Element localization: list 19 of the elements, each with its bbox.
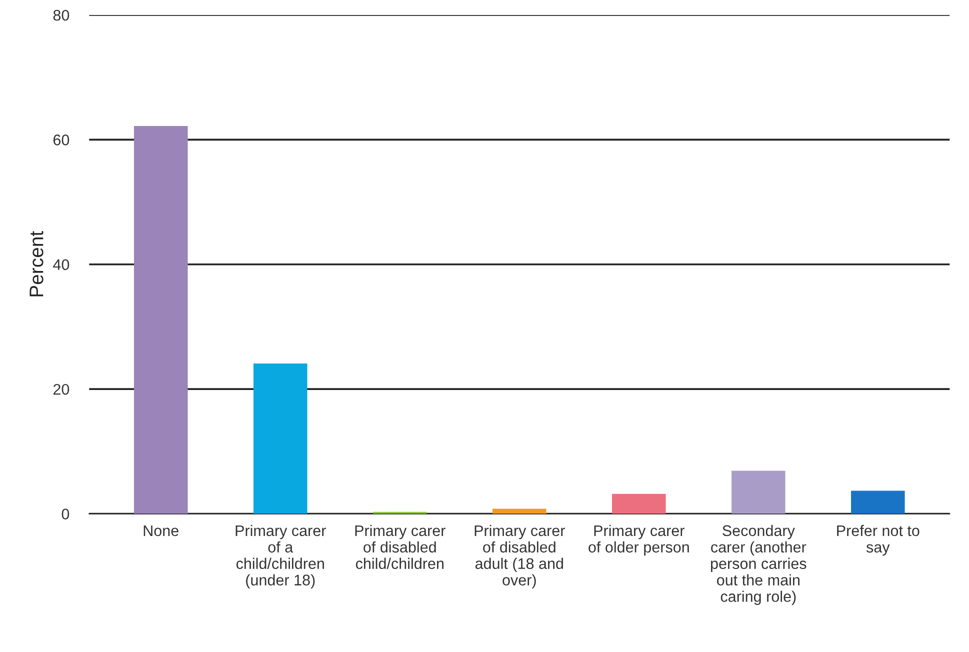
y-tick-label: 20 (53, 384, 70, 395)
x-tick-label: Primary carer of a child/children (under 18) (236, 524, 326, 588)
y-tick-label: 80 (53, 10, 70, 21)
bar (851, 490, 905, 514)
y-tick-label: 60 (53, 134, 70, 146)
bar (253, 364, 308, 514)
x-tick-label: None (144, 525, 178, 536)
bar (134, 126, 188, 514)
x-tick-label: Primary carer of older person (588, 524, 689, 556)
x-tick-label: Primary carer of disabled child/children (355, 524, 446, 570)
bar (612, 494, 666, 514)
bar (732, 470, 786, 514)
bar (492, 508, 546, 514)
y-tick-label: 0 (62, 508, 70, 520)
y-tick-label: 40 (53, 259, 70, 270)
x-tick-label: Prefer not to say (837, 524, 920, 556)
x-tick-label: Primary carer of disabled adult (18 and over) (474, 524, 565, 588)
y-axis-title: Percent (30, 231, 44, 296)
x-tick-label: Secondary carer (another person carries out the main caring role) (710, 524, 806, 605)
